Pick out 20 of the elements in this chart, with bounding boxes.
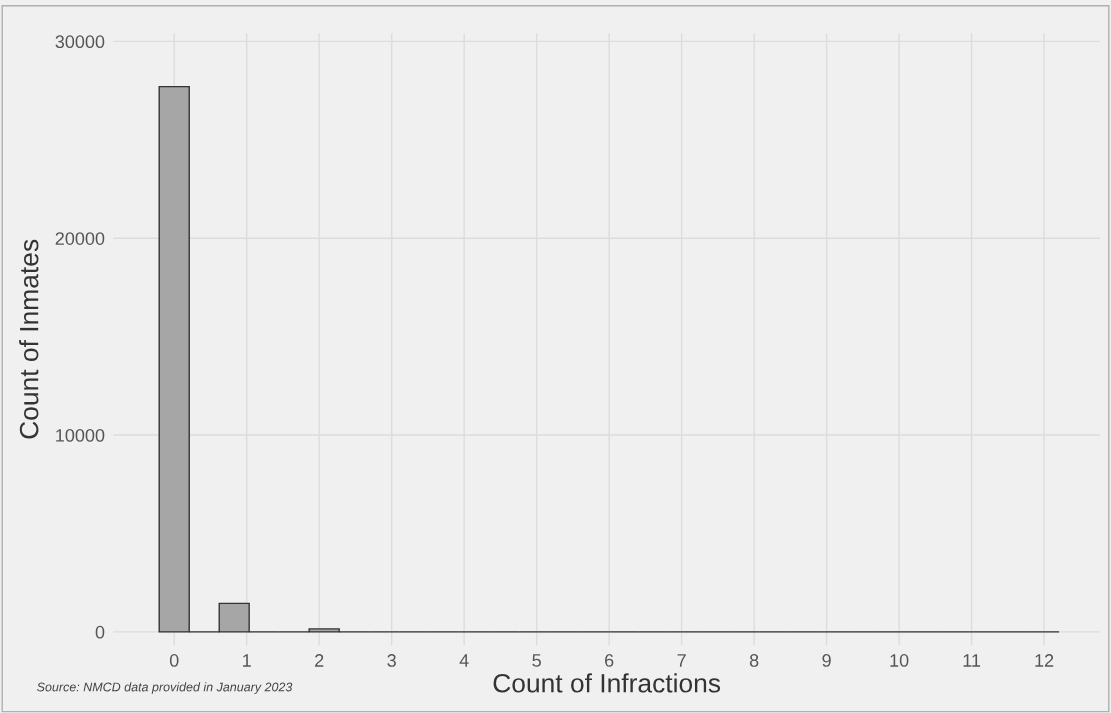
- y-tick-label: 20000: [55, 232, 105, 245]
- x-tick-label: 10: [890, 654, 909, 667]
- x-tick-label: 1: [243, 654, 251, 667]
- source-note: Source: NMCD data provided in January 2023: [37, 682, 293, 694]
- x-tick-label: 3: [387, 654, 396, 667]
- x-tick-label: 5: [532, 654, 541, 667]
- x-tick-label: 0: [169, 654, 179, 667]
- x-tick-label: 11: [963, 654, 981, 667]
- x-axis-title: Count of Infractions: [493, 673, 721, 693]
- x-tick-label: 12: [1035, 654, 1054, 667]
- y-tick-label: 10000: [56, 428, 105, 442]
- y-tick-label: 30000: [55, 35, 105, 49]
- x-tick-label: 9: [822, 654, 831, 667]
- y-tick-label: 0: [95, 625, 105, 639]
- x-tick-label: 6: [605, 654, 614, 667]
- x-tick-label: 8: [749, 654, 759, 667]
- x-tick-label: 2: [315, 654, 324, 667]
- x-tick-label: 7: [677, 654, 686, 667]
- x-tick-label: 4: [459, 654, 469, 667]
- y-axis-title: Count of Inmates: [19, 239, 39, 439]
